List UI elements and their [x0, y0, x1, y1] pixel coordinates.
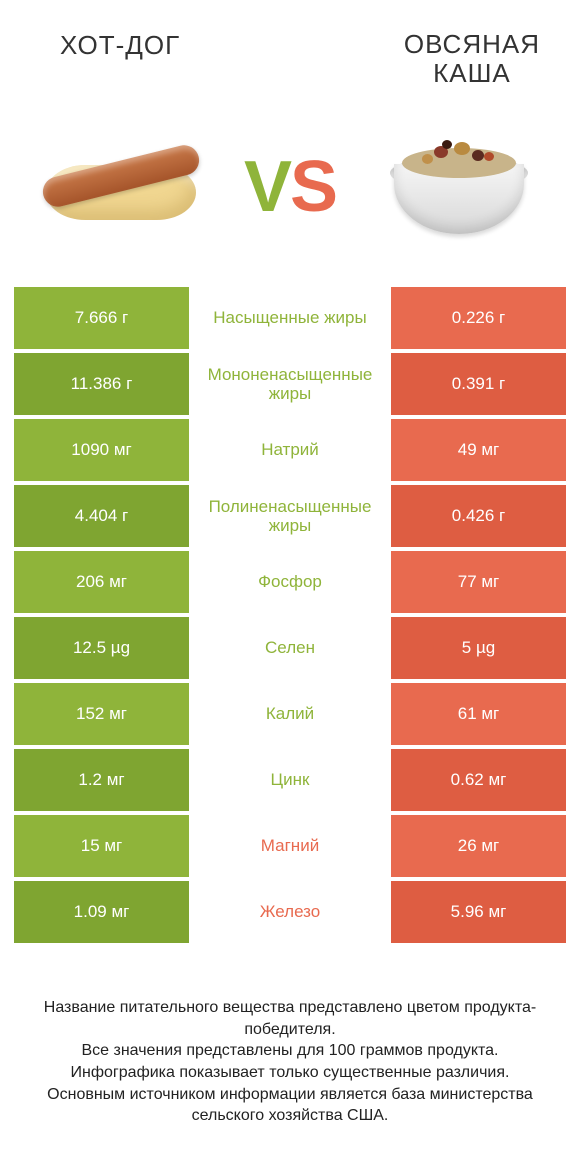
value-left: 15 мг — [14, 815, 189, 877]
value-left: 7.666 г — [14, 287, 189, 349]
value-right: 49 мг — [391, 419, 566, 481]
comparison-table: 7.666 гНасыщенные жиры0.226 г11.386 гМон… — [0, 287, 580, 943]
footer-line2: Все значения представлены для 100 граммо… — [24, 1040, 556, 1062]
nutrient-label: Полиненасыщенные жиры — [189, 485, 391, 547]
nutrient-label: Калий — [189, 683, 391, 745]
table-row: 1090 мгНатрий49 мг — [14, 419, 566, 481]
oatmeal-image — [379, 127, 539, 247]
nutrient-label: Насыщенные жиры — [189, 287, 391, 349]
value-left: 206 мг — [14, 551, 189, 613]
value-left: 1090 мг — [14, 419, 189, 481]
value-left: 152 мг — [14, 683, 189, 745]
table-row: 4.404 гПолиненасыщенные жиры0.426 г — [14, 485, 566, 547]
value-left: 1.2 мг — [14, 749, 189, 811]
vs-s: S — [290, 147, 336, 227]
nutrient-label: Фосфор — [189, 551, 391, 613]
title-right-line1: ОВСЯНАЯ — [404, 30, 540, 59]
hero-row: VS — [0, 97, 580, 287]
value-left: 4.404 г — [14, 485, 189, 547]
nutrient-label: Магний — [189, 815, 391, 877]
footer-line3: Инфографика показывает только существенн… — [24, 1062, 556, 1084]
value-right: 77 мг — [391, 551, 566, 613]
header: ХОТ-ДОГ ОВСЯНАЯ КАША — [0, 0, 580, 97]
value-right: 0.391 г — [391, 353, 566, 415]
table-row: 7.666 гНасыщенные жиры0.226 г — [14, 287, 566, 349]
nutrient-label: Цинк — [189, 749, 391, 811]
table-row: 15 мгМагний26 мг — [14, 815, 566, 877]
value-right: 5.96 мг — [391, 881, 566, 943]
footer-line4: Основным источником информации является … — [24, 1084, 556, 1127]
title-right-line2: КАША — [404, 59, 540, 88]
hotdog-image — [41, 127, 201, 247]
nutrient-label: Железо — [189, 881, 391, 943]
value-right: 5 µg — [391, 617, 566, 679]
table-row: 152 мгКалий61 мг — [14, 683, 566, 745]
nutrient-label: Селен — [189, 617, 391, 679]
vs-v: V — [244, 147, 290, 227]
title-left: ХОТ-ДОГ — [60, 30, 180, 87]
table-row: 206 мгФосфор77 мг — [14, 551, 566, 613]
value-right: 26 мг — [391, 815, 566, 877]
footer: Название питательного вещества представл… — [0, 947, 580, 1127]
table-row: 1.2 мгЦинк0.62 мг — [14, 749, 566, 811]
value-right: 0.226 г — [391, 287, 566, 349]
vs-label: VS — [244, 146, 336, 228]
value-right: 61 мг — [391, 683, 566, 745]
value-right: 0.426 г — [391, 485, 566, 547]
table-row: 12.5 µgСелен5 µg — [14, 617, 566, 679]
value-right: 0.62 мг — [391, 749, 566, 811]
title-right: ОВСЯНАЯ КАША — [404, 30, 540, 87]
nutrient-label: Мононенасыщенные жиры — [189, 353, 391, 415]
value-left: 12.5 µg — [14, 617, 189, 679]
value-left: 11.386 г — [14, 353, 189, 415]
value-left: 1.09 мг — [14, 881, 189, 943]
nutrient-label: Натрий — [189, 419, 391, 481]
table-row: 11.386 гМононенасыщенные жиры0.391 г — [14, 353, 566, 415]
footer-line1: Название питательного вещества представл… — [24, 997, 556, 1040]
table-row: 1.09 мгЖелезо5.96 мг — [14, 881, 566, 943]
